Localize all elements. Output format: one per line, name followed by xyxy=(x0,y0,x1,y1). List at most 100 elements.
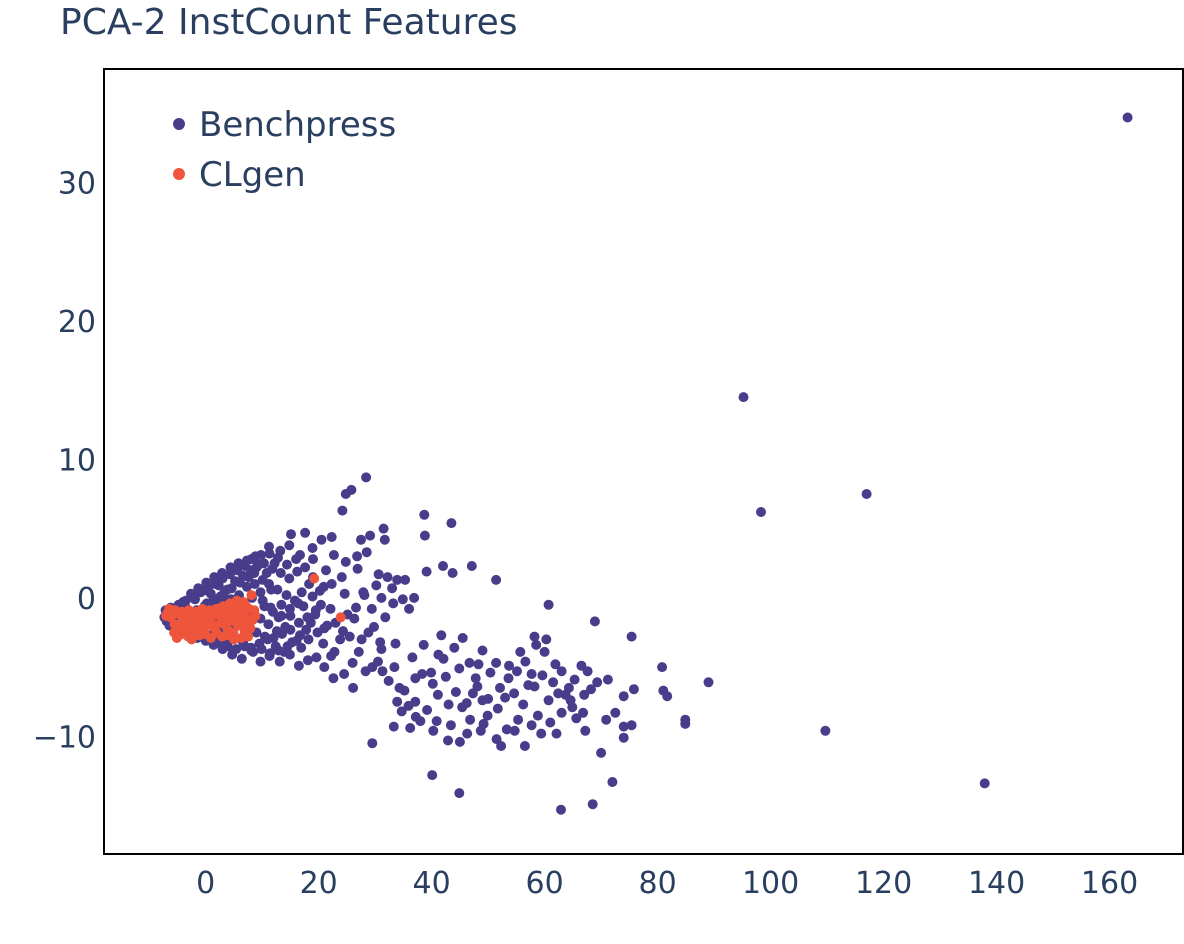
x-axis-ticks: 0 20 40 60 80 100 120 140 160 xyxy=(196,866,1138,901)
point-benchpress-155 xyxy=(580,725,591,736)
point-benchpress-145 xyxy=(467,688,478,699)
point-benchpress-368 xyxy=(190,594,200,605)
point-benchpress-384 xyxy=(253,559,264,570)
point-benchpress-95 xyxy=(545,717,556,728)
point-benchpress-150 xyxy=(523,680,534,691)
point-benchpress-339 xyxy=(284,603,295,614)
point-benchpress-180 xyxy=(255,656,266,667)
series-benchpress xyxy=(159,112,1133,815)
point-benchpress-347 xyxy=(273,645,284,656)
point-clgen-1 xyxy=(335,612,346,623)
point-benchpress-382 xyxy=(245,565,256,576)
point-benchpress-343 xyxy=(310,609,321,620)
point-benchpress-134 xyxy=(503,673,514,684)
point-benchpress-141 xyxy=(403,700,414,711)
point-benchpress-45 xyxy=(373,569,384,580)
point-benchpress-77 xyxy=(473,659,484,670)
point-benchpress-278 xyxy=(201,577,212,588)
point-benchpress-346 xyxy=(282,641,293,652)
point-benchpress-56 xyxy=(326,579,337,589)
point-benchpress-49 xyxy=(352,563,363,574)
x-tick-label: 160 xyxy=(1081,866,1138,901)
point-benchpress-182 xyxy=(236,653,247,664)
point-benchpress-196 xyxy=(409,592,420,603)
point-benchpress-167 xyxy=(383,675,394,686)
point-benchpress-47 xyxy=(356,534,366,545)
point-benchpress-13 xyxy=(628,684,639,695)
point-benchpress-203 xyxy=(284,540,295,551)
point-benchpress-294 xyxy=(264,548,275,559)
x-tick-label: 20 xyxy=(300,866,338,901)
point-benchpress-283 xyxy=(241,555,252,566)
point-benchpress-51 xyxy=(376,592,387,603)
point-benchpress-191 xyxy=(380,612,391,623)
point-clgen-63 xyxy=(244,603,255,614)
point-benchpress-89 xyxy=(569,674,580,685)
point-benchpress-39 xyxy=(491,574,502,585)
point-benchpress-121 xyxy=(509,688,520,699)
point-benchpress-289 xyxy=(292,566,303,577)
point-benchpress-54 xyxy=(351,602,361,613)
point-benchpress-374 xyxy=(213,580,224,591)
point-benchpress-348 xyxy=(265,648,276,659)
point-benchpress-132 xyxy=(550,659,561,670)
y-axis-ticks: −10 0 10 20 30 xyxy=(33,167,96,756)
point-benchpress-140 xyxy=(410,673,421,684)
point-benchpress-224 xyxy=(276,599,287,610)
point-benchpress-174 xyxy=(311,652,322,663)
point-benchpress-12 xyxy=(626,631,637,642)
point-clgen-59 xyxy=(231,617,242,628)
y-tick-label: 0 xyxy=(77,582,96,617)
point-benchpress-350 xyxy=(248,646,259,657)
point-benchpress-106 xyxy=(422,705,433,715)
point-benchpress-20 xyxy=(589,616,600,627)
point-benchpress-342 xyxy=(314,585,325,596)
point-benchpress-194 xyxy=(382,572,393,583)
point-benchpress-158 xyxy=(509,725,520,736)
x-tick-label: 40 xyxy=(413,866,451,901)
point-benchpress-111 xyxy=(389,662,400,673)
point-benchpress-166 xyxy=(396,706,407,717)
point-benchpress-211 xyxy=(286,529,296,540)
point-benchpress-14 xyxy=(626,720,637,731)
point-benchpress-55 xyxy=(339,588,350,599)
point-benchpress-43 xyxy=(400,574,411,585)
point-benchpress-86 xyxy=(541,634,552,645)
point-benchpress-8 xyxy=(680,718,691,729)
point-benchpress-176 xyxy=(293,660,304,671)
point-benchpress-200 xyxy=(321,565,331,576)
series-clgen xyxy=(161,573,346,645)
point-benchpress-349 xyxy=(256,644,267,655)
point-benchpress-280 xyxy=(217,568,228,578)
point-benchpress-98 xyxy=(501,724,512,735)
point-clgen-77 xyxy=(236,633,247,643)
point-benchpress-122 xyxy=(518,699,529,710)
point-benchpress-27 xyxy=(367,738,378,749)
point-benchpress-32 xyxy=(340,489,351,499)
point-benchpress-355 xyxy=(329,646,340,657)
point-benchpress-168 xyxy=(373,656,383,667)
point-benchpress-130 xyxy=(602,674,613,685)
point-benchpress-178 xyxy=(274,656,285,667)
point-benchpress-0 xyxy=(1122,112,1133,123)
point-clgen-58 xyxy=(220,620,231,631)
point-benchpress-216 xyxy=(307,543,318,553)
point-benchpress-218 xyxy=(296,587,307,598)
point-benchpress-114 xyxy=(427,678,438,689)
point-benchpress-281 xyxy=(225,562,236,573)
point-benchpress-72 xyxy=(436,630,447,641)
point-benchpress-91 xyxy=(586,684,596,695)
legend-marker xyxy=(173,118,185,130)
point-benchpress-325 xyxy=(281,590,292,601)
point-clgen-75 xyxy=(164,603,174,614)
point-benchpress-81 xyxy=(515,646,526,657)
point-benchpress-162 xyxy=(443,735,453,746)
point-benchpress-24 xyxy=(556,804,566,815)
point-benchpress-46 xyxy=(365,530,376,541)
point-benchpress-258 xyxy=(312,627,323,638)
point-benchpress-15 xyxy=(618,721,629,732)
point-benchpress-17 xyxy=(618,691,629,702)
point-benchpress-28 xyxy=(427,770,438,781)
point-benchpress-22 xyxy=(587,799,598,810)
point-benchpress-321 xyxy=(302,612,313,623)
